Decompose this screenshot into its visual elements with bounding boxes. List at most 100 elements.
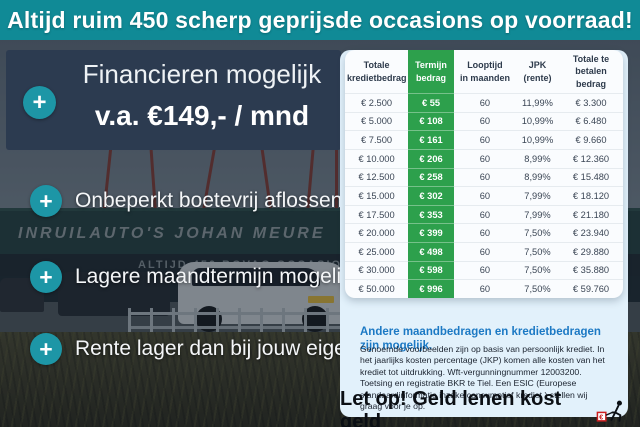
table-row: € 15.000 € 302 60 7,99% € 18.120 [345,186,623,206]
suv-windows [192,268,320,286]
bullet-boetevrij: + Onbeperkt boetevrij aflossen [30,185,342,217]
table-cell: 8,99% [515,168,560,188]
finance-table: Totale kredietbedrag Termijn bedrag Looptijd… [345,50,623,298]
table-cell: € 20.000 [345,223,409,243]
table-cell: € 12.360 [559,149,623,169]
hero-title: Financieren mogelijk [82,59,322,89]
bullet-label: Rente lager dan bij jouw eigen bank [75,337,409,360]
table-cell: € 29.880 [559,242,623,262]
table-cell: € 9.660 [559,130,623,150]
table-cell: € 3.300 [559,93,623,113]
table-cell: € 6.480 [559,112,623,132]
finance-table-card: Totale kredietbedrag Termijn bedrag Looptijd… [345,50,623,298]
table-cell: € 21.180 [559,205,623,225]
table-cell: € 35.880 [559,261,623,281]
table-cell: € 598 [408,261,454,281]
table-header-cell: JPK (rente) [515,50,560,94]
table-cell: € 161 [408,130,454,150]
table-header-cell: Totale te betalen bedrag [559,50,623,94]
table-cell: 60 [453,223,516,243]
table-cell: € 108 [408,112,454,132]
table-cell: 7,50% [515,261,560,281]
disclaimer-text: Genoemde voorbeelden zijn op basis van p… [360,344,605,412]
finance-panel: Totale kredietbedrag Termijn bedrag Looptijd… [340,50,628,427]
table-cell: 60 [453,205,516,225]
plus-icon: + [30,185,62,217]
table-cell: € 399 [408,223,454,243]
table-cell: 8,99% [515,149,560,169]
warning-text: Let op! Geld lenen kost geld [340,388,562,427]
plus-icon: + [30,261,62,293]
plus-icon: + [23,86,56,119]
bullet-rente: + Rente lager dan bij jouw eigen bank [30,333,409,365]
table-row: € 10.000 € 206 60 8,99% € 12.360 [345,149,623,169]
table-cell: € 12.500 [345,168,409,188]
table-cell: € 15.000 [345,186,409,206]
table-cell: € 206 [408,149,454,169]
table-cell: € 23.940 [559,223,623,243]
table-row: € 17.500 € 353 60 7,99% € 21.180 [345,205,623,225]
table-cell: 60 [453,242,516,262]
table-cell: € 30.000 [345,261,409,281]
table-cell: 10,99% [515,112,560,132]
table-cell: € 18.120 [559,186,623,206]
bullet-label: Onbeperkt boetevrij aflossen [75,189,343,212]
table-cell: € 498 [408,242,454,262]
table-cell: € 25.000 [345,242,409,262]
financing-hero-box: + Financieren mogelijk v.a. €149,- / mnd [6,50,341,150]
banner-text: Altijd ruim 450 scherp geprijsde occasio… [7,6,633,33]
table-cell: 60 [453,149,516,169]
table-cell: 60 [453,112,516,132]
hero-subtitle: v.a. €149,- / mnd [94,100,310,131]
table-row: € 30.000 € 598 60 7,50% € 35.880 [345,261,623,281]
table-cell: € 7.500 [345,130,409,150]
table-cell: € 10.000 [345,149,409,169]
table-row: € 50.000 € 996 60 7,50% € 59.760 [345,280,623,298]
table-row: € 25.000 € 498 60 7,50% € 29.880 [345,242,623,262]
table-cell: 60 [453,261,516,281]
bullet-label: Lagere maandtermijn mogelijk [75,265,357,288]
highlight-note: Andere maandbedragen en kredietbedragen … [360,326,601,352]
table-cell: 60 [453,168,516,188]
table-cell: 7,99% [515,205,560,225]
table-row: € 20.000 € 399 60 7,50% € 23.940 [345,223,623,243]
finance-table-body: € 2.500 € 55 60 11,99% € 3.300 € 5.000 € 108 60… [345,93,623,299]
bullet-maandtermijn: + Lagere maandtermijn mogelijk [30,261,356,293]
geld-lenen-kost-geld-icon: € [596,400,623,422]
table-cell: € 258 [408,168,454,188]
table-cell: € 2.500 [345,93,409,113]
table-cell: 60 [453,130,516,150]
table-cell: € 5.000 [345,112,409,132]
table-header-cell: Termijn bedrag [408,50,454,94]
table-row: € 2.500 € 55 60 11,99% € 3.300 [345,93,623,113]
table-row: € 7.500 € 161 60 10,99% € 9.660 [345,130,623,150]
table-cell: 7,50% [524,284,551,295]
plus-icon: + [30,333,62,365]
table-cell: 60 [453,186,516,206]
credit-warning: Let op! Geld lenen kost geld € [340,388,628,427]
table-header-row: Totale kredietbedrag Termijn bedrag Looptijd… [345,50,623,94]
table-cell: € 55 [408,93,454,113]
table-cell: € 302 [408,186,454,206]
table-cell: 11,99% [515,93,560,113]
table-row: € 12.500 € 258 60 8,99% € 15.480 [345,168,623,188]
svg-text:€: € [599,414,603,421]
top-banner: Altijd ruim 450 scherp geprijsde occasio… [0,0,640,40]
table-cell: € 50.000 [358,284,395,295]
table-cell: 7,50% [515,242,560,262]
table-cell: 60 [453,93,516,113]
finance-table-head: Totale kredietbedrag Termijn bedrag Looptijd… [345,50,623,94]
table-cell: 7,99% [515,186,560,206]
table-cell: € 17.500 [345,205,409,225]
table-cell: 7,50% [515,223,560,243]
license-plate [308,296,334,303]
table-row: € 5.000 € 108 60 10,99% € 6.480 [345,112,623,132]
table-cell: € 353 [408,205,454,225]
table-cell: 60 [479,284,491,295]
table-cell: € 59.760 [572,284,610,295]
table-cell: € 15.480 [559,168,623,188]
building-sign-text: INRUILAUTO'S JOHAN MEURE [18,225,326,242]
table-header-cell: Looptijd in maanden [453,50,516,94]
table-cell: € 996 [419,284,443,295]
